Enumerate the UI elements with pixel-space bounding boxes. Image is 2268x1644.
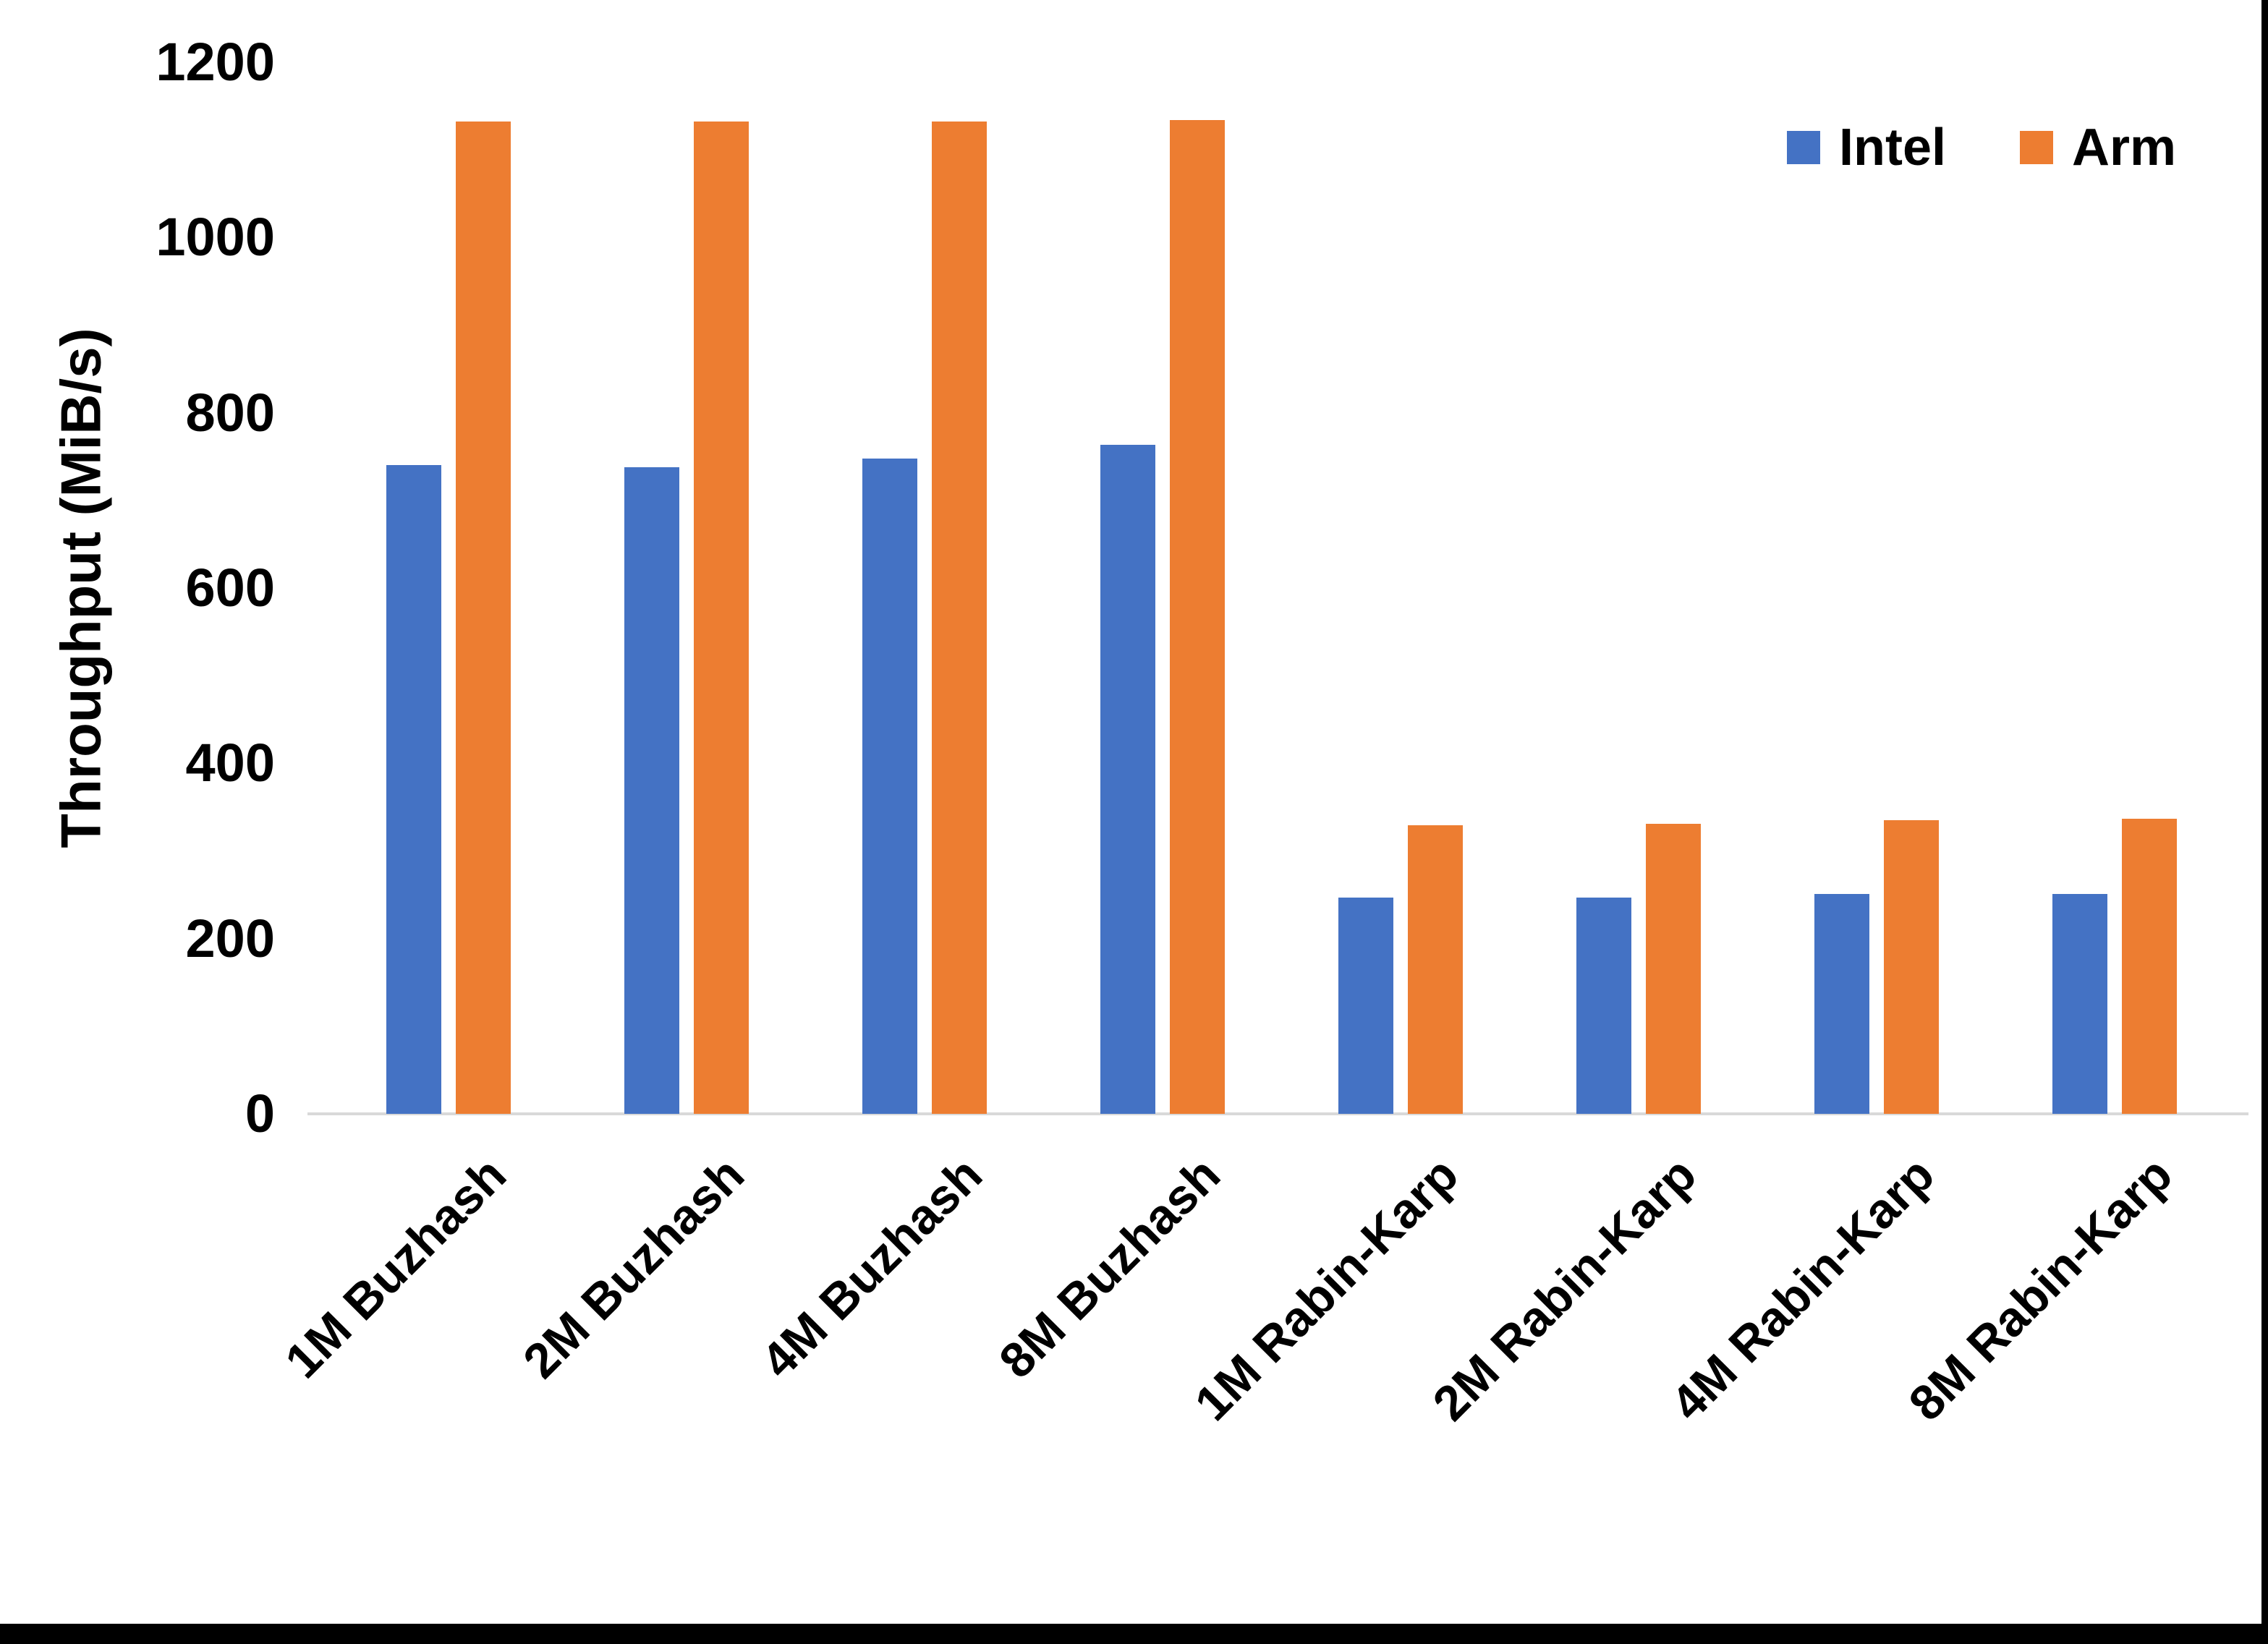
y-tick-label: 0 [245,1083,275,1143]
y-tick-label: 1200 [156,32,275,92]
intel-bar-2m-buzhash [624,467,679,1114]
intel-bar-4m-buzhash [862,459,917,1114]
arm-series-swatch [2020,131,2053,164]
y-tick-label: 1000 [156,207,275,268]
intel-bar-1m-rabin-karp [1338,898,1393,1114]
x-category-label: 8M Buzhash [989,1146,1231,1389]
arm-bar-2m-rabin-karp [1646,824,1701,1114]
y-tick-label: 800 [185,382,275,443]
legend-item-intel: Intel [1787,122,1946,174]
arm-series-label: Arm [2072,119,2177,176]
arm-bar-4m-buzhash [932,122,987,1114]
screenshot-bottom-edge [0,1624,2268,1644]
arm-bar-8m-buzhash [1170,120,1225,1114]
arm-bar-4m-rabin-karp [1884,820,1939,1114]
intel-bar-4m-rabin-karp [1814,894,1869,1114]
arm-bar-8m-rabin-karp [2122,819,2177,1114]
x-axis-line [307,1112,2248,1115]
y-tick-label: 200 [185,908,275,968]
x-category-label: 2M Buzhash [513,1146,755,1389]
intel-bar-8m-rabin-karp [2052,894,2107,1114]
x-category-label: 4M Buzhash [751,1146,993,1389]
intel-series-label: Intel [1839,119,1947,176]
intel-series-swatch [1787,131,1820,164]
legend-item-arm: Arm [2020,122,2176,174]
arm-bar-2m-buzhash [694,122,749,1114]
intel-bar-8m-buzhash [1100,445,1155,1114]
screenshot-right-edge [2261,0,2268,1644]
y-tick-label: 400 [185,733,275,793]
arm-bar-1m-buzhash [456,122,511,1114]
intel-bar-1m-buzhash [386,465,441,1114]
intel-bar-2m-rabin-karp [1576,898,1631,1114]
arm-bar-1m-rabin-karp [1408,825,1463,1114]
y-tick-label: 600 [185,558,275,618]
x-category-label: 1M Buzhash [275,1146,517,1389]
